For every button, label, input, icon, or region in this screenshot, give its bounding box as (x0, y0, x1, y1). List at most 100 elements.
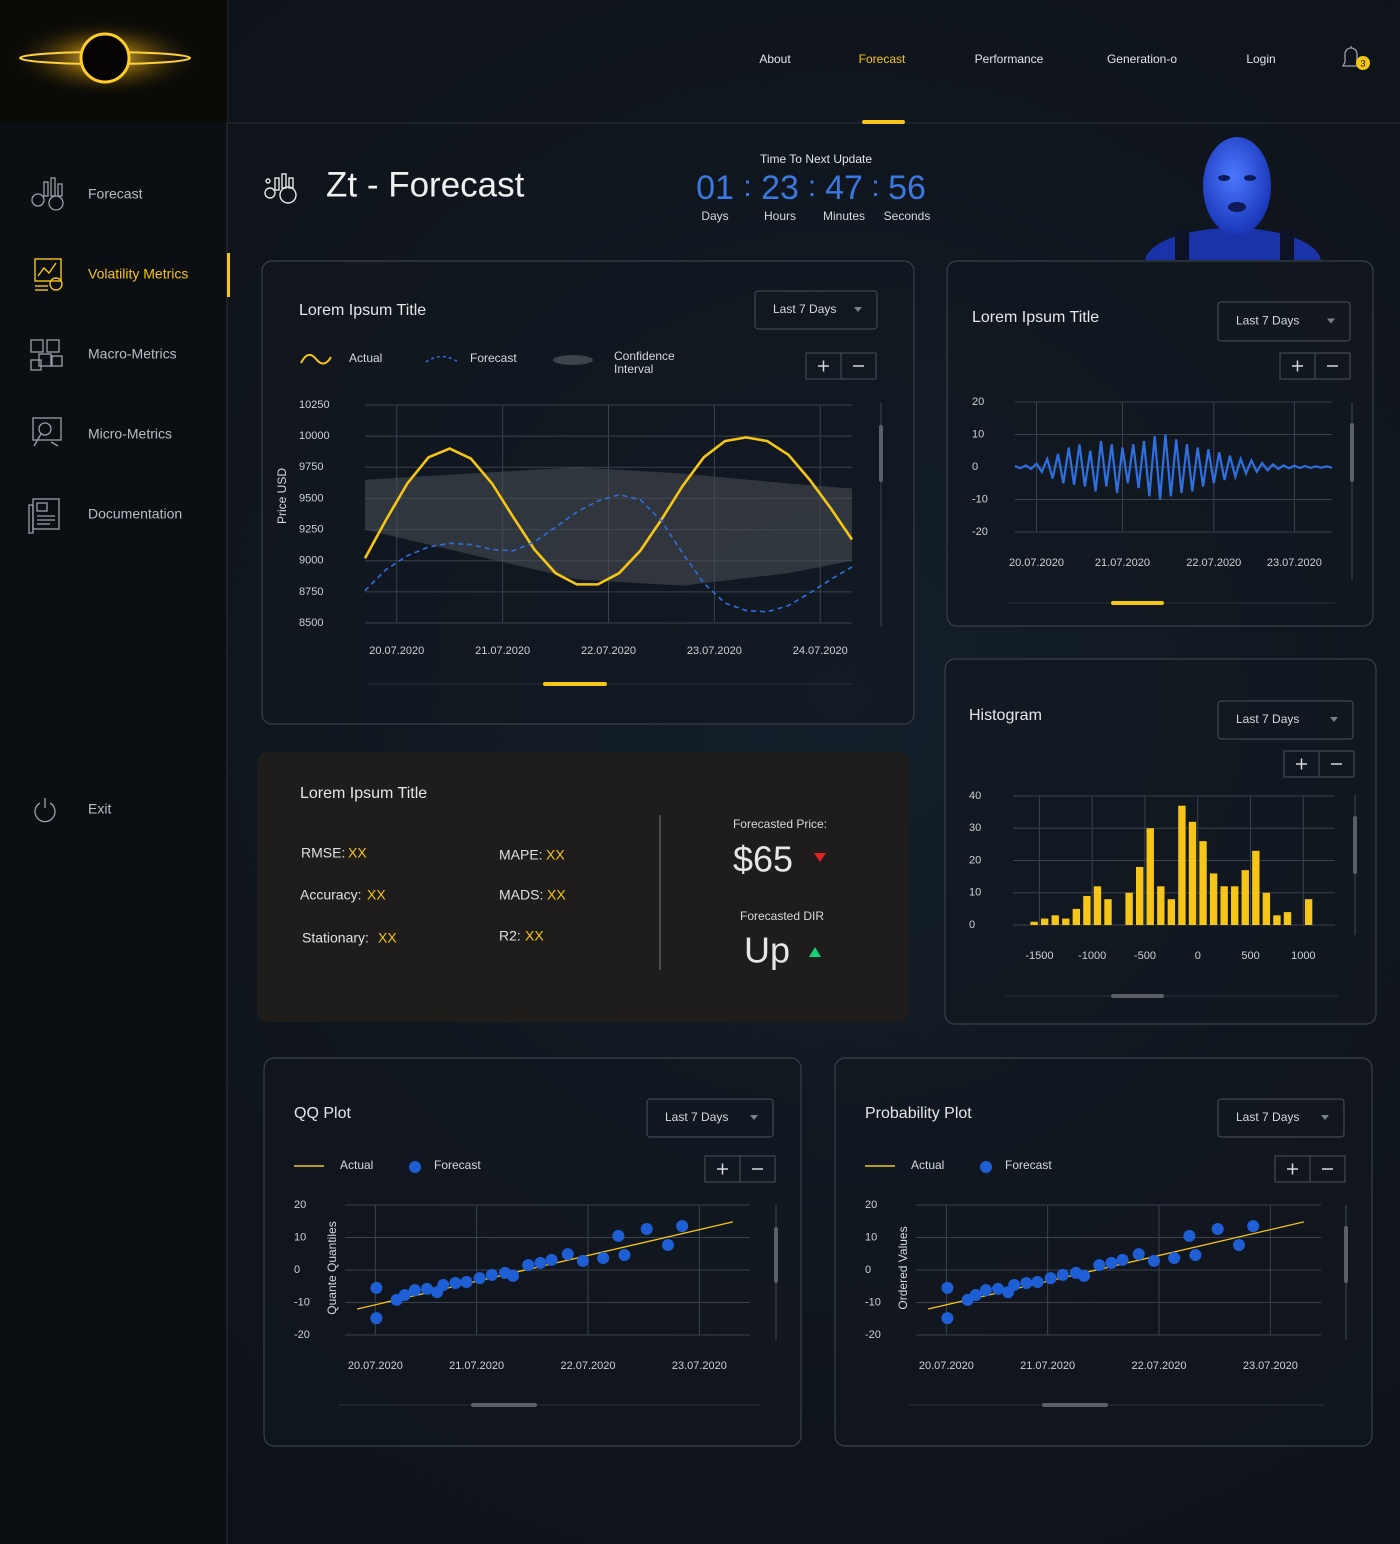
nav-link[interactable]: Performance (975, 52, 1044, 66)
y-tick-label: 9250 (299, 523, 323, 535)
y-axis-label: Quante Quantiles (325, 1221, 339, 1314)
y-tick-label: 20 (294, 1199, 306, 1211)
metric-label: R2: (499, 928, 521, 944)
scatter-point (1078, 1269, 1091, 1282)
card-title: QQ Plot (294, 1105, 351, 1122)
histogram-bar (1231, 886, 1239, 925)
scatter-point (370, 1281, 383, 1294)
metric-label: Stationary: (302, 930, 369, 946)
notification-badge (1356, 56, 1370, 70)
countdown-value: 47 (825, 169, 863, 207)
scatter-point (1132, 1248, 1145, 1261)
x-tick-label: 21.07.2020 (475, 645, 530, 657)
dropdown[interactable] (1217, 301, 1351, 342)
dropdown-value: Last 7 Days (1236, 314, 1299, 328)
histogram-bar (1093, 886, 1102, 925)
histogram-bar (1167, 899, 1176, 925)
nav-link[interactable]: Forecast (859, 52, 906, 66)
y-axis-label: Price USD (275, 468, 289, 524)
x-tick-label: -1500 (1025, 950, 1053, 962)
nav-link[interactable]: Login (1246, 52, 1275, 66)
metric-value: XX (547, 887, 566, 903)
direction-value: Up (744, 930, 790, 971)
x-tick-label: 23.07.2020 (1267, 557, 1322, 569)
sidebar-link[interactable]: Exit (88, 801, 111, 817)
y-tick-label: -10 (865, 1296, 881, 1308)
legend-swatch (425, 355, 459, 363)
sidebar-link[interactable]: Volatility Metrics (88, 266, 188, 282)
sidebar-link[interactable]: Documentation (88, 506, 182, 522)
metric-value: XX (378, 930, 397, 946)
countdown-unit: Days (701, 209, 728, 223)
histogram-bar (1304, 899, 1313, 925)
y-tick-label: -20 (865, 1329, 881, 1341)
dropdown-value: Last 7 Days (1236, 1110, 1299, 1124)
y-tick-label: 9750 (299, 461, 323, 473)
card (944, 658, 1377, 1025)
legend-label: Actual (340, 1158, 373, 1172)
y-tick-label: 20 (972, 396, 984, 408)
logo-hole (79, 32, 131, 84)
histogram-bar (1125, 892, 1133, 925)
y-tick-label: 20 (969, 854, 981, 866)
y-tick-label: 10000 (299, 430, 330, 442)
histogram-bar (1199, 841, 1207, 925)
zoom-out-button[interactable] (1318, 750, 1355, 778)
nav-link[interactable]: Generation-o (1107, 52, 1177, 66)
nav-link[interactable]: About (759, 52, 791, 66)
sidebar-icon (31, 177, 64, 211)
sidebar-link[interactable]: Macro-Metrics (88, 346, 177, 362)
countdown-separator: : (743, 170, 751, 203)
scatter-point (979, 1284, 992, 1297)
bell-icon[interactable] (1341, 46, 1361, 67)
y-tick-label: 10250 (299, 399, 330, 411)
zoom-out-button[interactable] (739, 1155, 776, 1183)
x-tick-label: 22.07.2020 (581, 645, 636, 657)
scatter-point (597, 1251, 610, 1264)
countdown-value: 01 (696, 169, 734, 207)
histogram-bar (1062, 918, 1070, 925)
x-tick-label: 23.07.2020 (1243, 1360, 1298, 1372)
dropdown[interactable] (1217, 1098, 1345, 1138)
y-tick-label: -20 (972, 526, 988, 538)
card (834, 1057, 1373, 1447)
scatter-point (460, 1276, 473, 1289)
zoom-out-button[interactable] (1314, 352, 1351, 380)
histogram-bar (1146, 828, 1154, 925)
scatter-point (1211, 1223, 1224, 1236)
zoom-out-button[interactable] (1309, 1155, 1346, 1183)
sidebar (0, 0, 227, 1544)
zoom-out-button[interactable] (840, 352, 877, 380)
y-tick-label: -20 (294, 1329, 310, 1341)
y-tick-label: 40 (969, 790, 981, 802)
metric-value: XX (348, 845, 367, 861)
scatter-point (1008, 1278, 1021, 1291)
histogram-bar (1135, 866, 1144, 925)
direction-label: Forecasted DIR (740, 909, 824, 923)
histogram-bar (1157, 886, 1165, 925)
x-tick-label: 22.07.2020 (1186, 557, 1241, 569)
scatter-point (485, 1268, 498, 1281)
scatter-point (1168, 1251, 1181, 1264)
scatter-point (1232, 1238, 1245, 1251)
confidence-band (365, 467, 852, 586)
countdown-unit: Seconds (884, 209, 931, 223)
plus-icon (818, 360, 829, 372)
dropdown[interactable] (754, 290, 878, 330)
dropdown[interactable] (646, 1098, 774, 1138)
sidebar-link[interactable]: Micro-Metrics (88, 426, 172, 442)
price-value: $65 (733, 839, 793, 880)
card-title: Lorem Ipsum Title (299, 302, 426, 319)
y-tick-label: 20 (865, 1199, 877, 1211)
x-tick-label: 20.07.2020 (1009, 557, 1064, 569)
scatter-point (1020, 1277, 1033, 1289)
dropdown[interactable] (1217, 700, 1354, 740)
x-tick-label: 23.07.2020 (672, 1360, 727, 1372)
y-tick-label: 0 (969, 919, 975, 931)
avatar-image (1145, 137, 1321, 260)
plus-icon (1292, 360, 1303, 372)
sidebar-link[interactable]: Forecast (88, 186, 143, 202)
y-tick-label: 10 (969, 887, 981, 899)
scatter-point (1116, 1253, 1129, 1266)
